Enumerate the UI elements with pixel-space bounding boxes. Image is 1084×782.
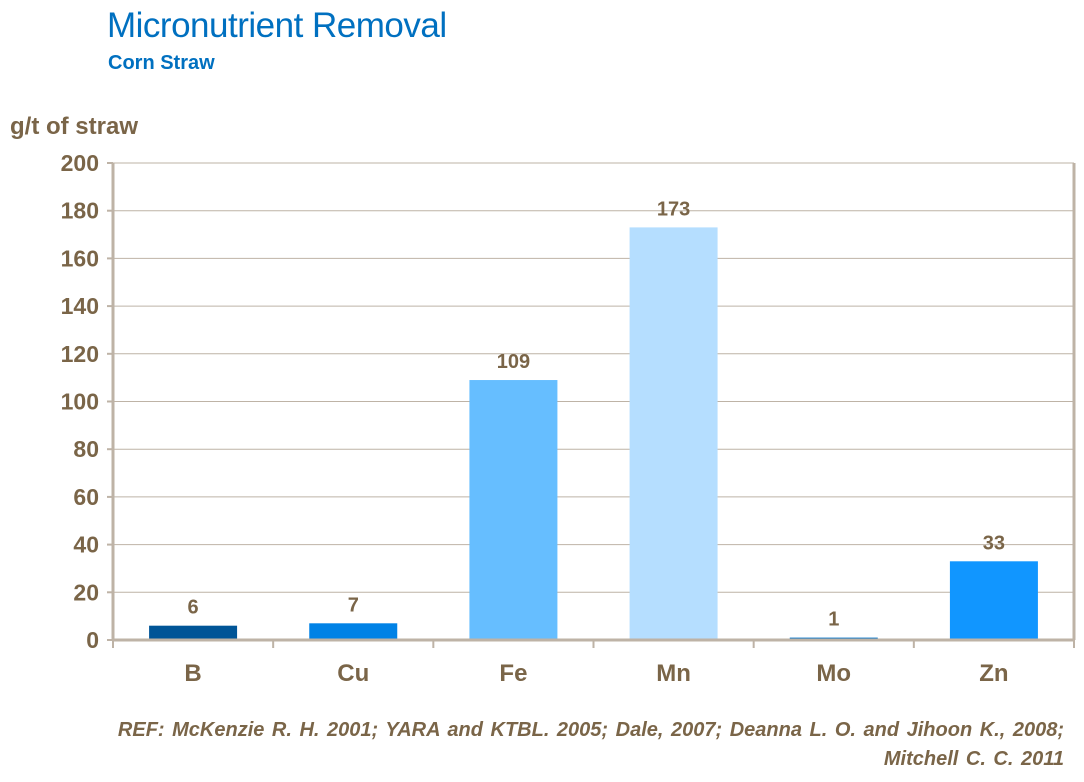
x-tick-label: Cu	[337, 660, 369, 687]
y-tick-label: 160	[61, 245, 99, 271]
y-tick-label: 180	[61, 198, 99, 224]
y-tick-label: 140	[61, 293, 99, 319]
x-tick-label: Zn	[979, 660, 1008, 687]
y-tick-label: 0	[86, 627, 99, 653]
y-tick-label: 80	[73, 436, 99, 462]
x-tick-label: B	[184, 660, 201, 687]
y-tick-label: 20	[73, 579, 99, 605]
data-label: 173	[657, 198, 690, 220]
data-label: 33	[983, 532, 1005, 554]
data-label: 109	[497, 351, 530, 373]
data-label: 7	[348, 594, 359, 616]
bar-b	[149, 625, 238, 640]
data-label: 6	[188, 597, 199, 619]
chart-title: Micronutrient Removal	[107, 6, 447, 45]
chart-subtitle: Corn Straw	[108, 52, 215, 74]
y-axis-label: g/t of straw	[10, 113, 139, 140]
bar-zn	[949, 561, 1038, 640]
y-tick-label: 100	[61, 389, 99, 415]
y-tick-label: 120	[61, 341, 99, 367]
y-tick-label: 60	[73, 484, 99, 510]
y-tick-label: 200	[61, 150, 99, 176]
bar-fe	[469, 380, 558, 640]
x-tick-label: Mn	[656, 660, 691, 687]
x-tick-label: Fe	[499, 660, 527, 687]
data-label: 1	[828, 609, 839, 631]
bar-cu	[309, 623, 398, 640]
reference-note: REF: McKenzie R. H. 2001; YARA and KTBL.…	[117, 719, 1064, 770]
bar-mn	[629, 227, 718, 640]
x-tick-label: Mo	[816, 660, 851, 687]
y-tick-label: 40	[73, 532, 99, 558]
